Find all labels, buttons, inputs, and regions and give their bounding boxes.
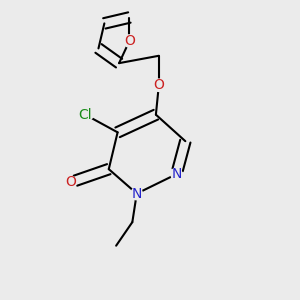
Text: N: N [171, 167, 182, 181]
Text: N: N [132, 187, 142, 201]
Ellipse shape [153, 79, 164, 92]
Text: O: O [65, 176, 76, 189]
Ellipse shape [77, 109, 93, 121]
Ellipse shape [65, 176, 76, 189]
Ellipse shape [131, 188, 142, 200]
Ellipse shape [171, 168, 182, 180]
Text: Cl: Cl [78, 108, 92, 122]
Text: O: O [124, 34, 135, 48]
Text: O: O [153, 78, 164, 92]
Ellipse shape [124, 35, 135, 47]
